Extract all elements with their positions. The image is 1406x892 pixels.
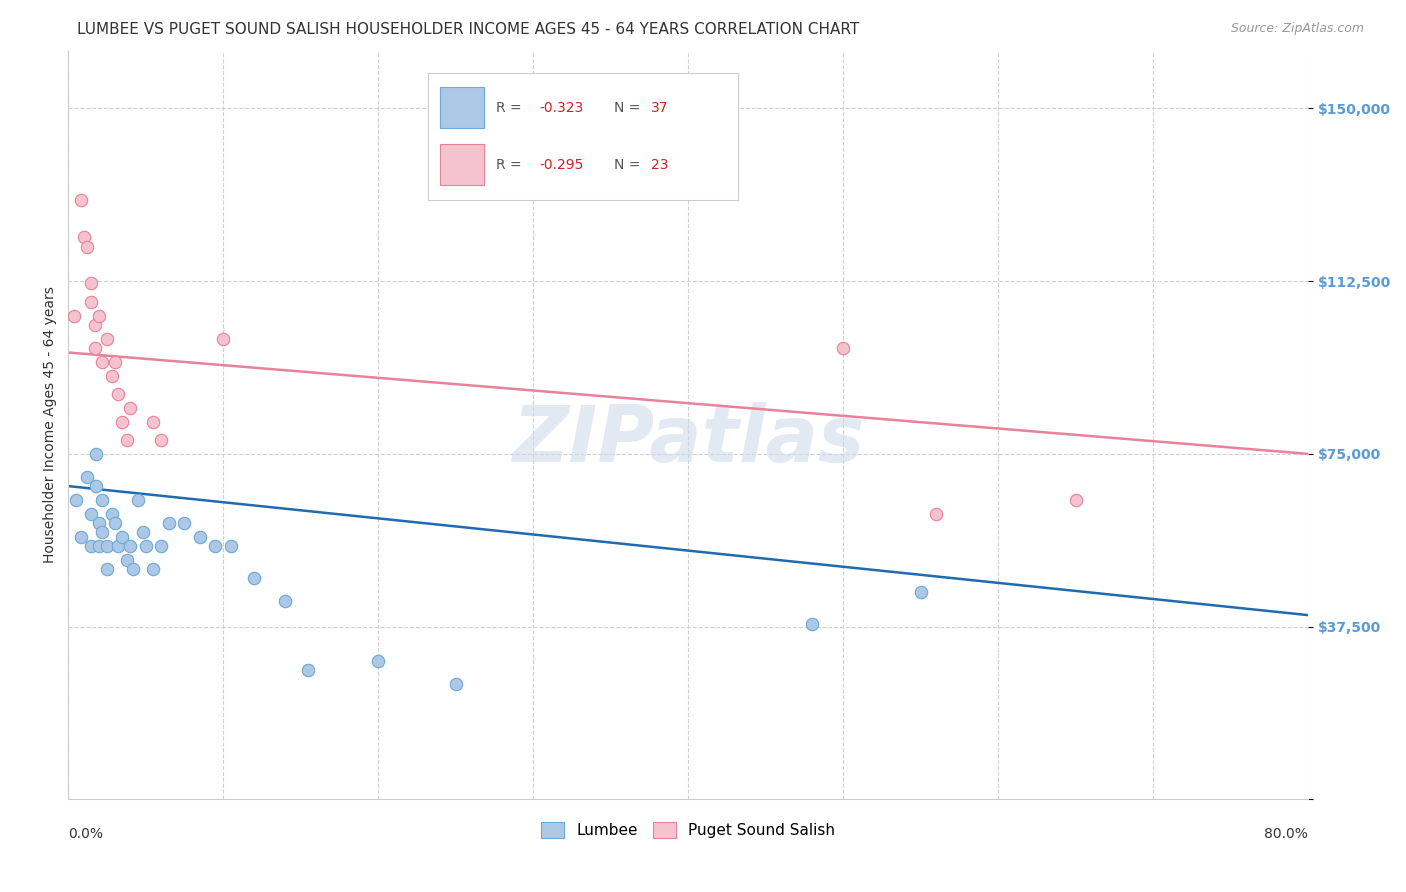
Y-axis label: Householder Income Ages 45 - 64 years: Householder Income Ages 45 - 64 years bbox=[44, 286, 58, 564]
Text: LUMBEE VS PUGET SOUND SALISH HOUSEHOLDER INCOME AGES 45 - 64 YEARS CORRELATION C: LUMBEE VS PUGET SOUND SALISH HOUSEHOLDER… bbox=[77, 22, 859, 37]
Point bbox=[96, 539, 118, 553]
Point bbox=[100, 507, 122, 521]
Point bbox=[150, 539, 173, 553]
Point bbox=[84, 447, 107, 461]
Point bbox=[84, 479, 107, 493]
Point bbox=[111, 530, 134, 544]
Point bbox=[925, 507, 948, 521]
Point bbox=[274, 594, 297, 608]
Point bbox=[89, 516, 111, 530]
Point bbox=[150, 433, 173, 447]
Point bbox=[96, 332, 118, 346]
Point bbox=[122, 562, 145, 576]
Point bbox=[100, 368, 122, 383]
Point bbox=[63, 309, 86, 323]
Point bbox=[910, 585, 932, 599]
Point bbox=[135, 539, 157, 553]
Text: 80.0%: 80.0% bbox=[1264, 827, 1308, 841]
Point bbox=[83, 318, 105, 332]
Point bbox=[104, 516, 127, 530]
Point bbox=[107, 387, 129, 401]
Point bbox=[89, 309, 111, 323]
Point bbox=[80, 507, 103, 521]
Point bbox=[173, 516, 195, 530]
Legend: Lumbee, Puget Sound Salish: Lumbee, Puget Sound Salish bbox=[536, 816, 841, 844]
Point bbox=[243, 571, 266, 585]
Point bbox=[120, 401, 142, 415]
Text: Source: ZipAtlas.com: Source: ZipAtlas.com bbox=[1230, 22, 1364, 36]
Point bbox=[367, 654, 389, 668]
Point bbox=[104, 354, 127, 368]
Point bbox=[142, 562, 165, 576]
Point bbox=[91, 525, 114, 540]
Point bbox=[1064, 492, 1087, 507]
Point bbox=[127, 492, 149, 507]
Point bbox=[76, 470, 98, 484]
Point bbox=[157, 516, 180, 530]
Point bbox=[115, 433, 138, 447]
Point bbox=[107, 539, 129, 553]
Point bbox=[131, 525, 153, 540]
Point bbox=[89, 539, 111, 553]
Point bbox=[188, 530, 211, 544]
Point bbox=[83, 341, 105, 355]
Point bbox=[801, 617, 824, 632]
Point bbox=[219, 539, 242, 553]
Point bbox=[91, 492, 114, 507]
Point bbox=[80, 277, 103, 291]
Point bbox=[115, 553, 138, 567]
Text: 0.0%: 0.0% bbox=[69, 827, 103, 841]
Point bbox=[142, 415, 165, 429]
Text: ZIPatlas: ZIPatlas bbox=[512, 402, 865, 478]
Point bbox=[120, 539, 142, 553]
Point bbox=[69, 530, 91, 544]
Point bbox=[80, 294, 103, 309]
Point bbox=[832, 341, 855, 355]
Point bbox=[111, 415, 134, 429]
Point bbox=[73, 230, 96, 244]
Point bbox=[91, 354, 114, 368]
Point bbox=[212, 332, 235, 346]
Point bbox=[65, 492, 87, 507]
Point bbox=[444, 677, 467, 691]
Point bbox=[96, 562, 118, 576]
Point bbox=[80, 539, 103, 553]
Point bbox=[297, 664, 319, 678]
Point bbox=[76, 239, 98, 253]
Point bbox=[69, 194, 91, 208]
Point bbox=[204, 539, 226, 553]
